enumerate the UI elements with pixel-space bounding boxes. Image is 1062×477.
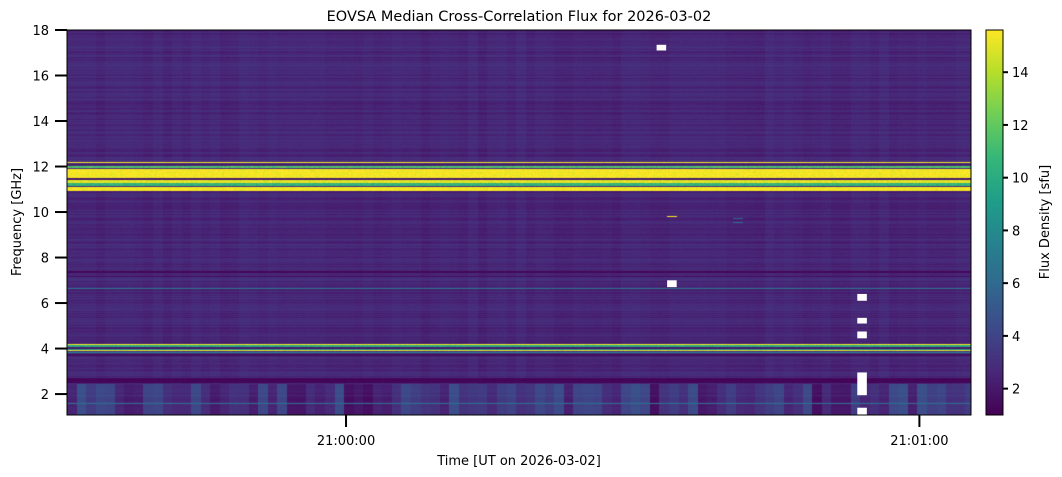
colorbar-tick-label: 6 bbox=[1012, 277, 1020, 292]
colorbar-tick-label: 12 bbox=[1012, 119, 1029, 134]
y-tick-label: 8 bbox=[41, 252, 49, 267]
y-tick-label: 10 bbox=[32, 206, 49, 221]
colorbar-tick-label: 14 bbox=[1012, 66, 1029, 81]
colorbar-ticks: 2 4 6 8 10 12 14 bbox=[1003, 66, 1029, 398]
x-axis-label: Time [UT on 2026-03-02] bbox=[436, 454, 601, 469]
masked-cell bbox=[857, 293, 867, 301]
y-axis-label: Frequency [GHz] bbox=[10, 168, 25, 276]
colorbar-frame bbox=[985, 29, 1004, 416]
y-tick-label: 6 bbox=[41, 297, 49, 312]
masked-cell bbox=[667, 280, 677, 288]
masked-cell bbox=[857, 317, 867, 324]
colorbar-label: Flux Density [sfu] bbox=[1038, 165, 1053, 279]
y-tick-label: 2 bbox=[41, 388, 49, 403]
chart-title: EOVSA Median Cross-Correlation Flux for … bbox=[327, 9, 712, 25]
masked-cell bbox=[857, 331, 867, 339]
masked-cell bbox=[656, 44, 667, 51]
x-tick-label: 21:01:00 bbox=[890, 434, 948, 449]
x-axis-ticks: 21:00:00 21:01:00 bbox=[317, 415, 949, 449]
masked-cell bbox=[857, 407, 867, 415]
masked-cells bbox=[656, 44, 867, 415]
y-tick-label: 14 bbox=[32, 115, 49, 130]
colorbar-tick-label: 2 bbox=[1012, 383, 1020, 398]
y-tick-label: 18 bbox=[32, 24, 49, 39]
colorbar-tick-label: 4 bbox=[1012, 330, 1020, 345]
colorbar-gradient bbox=[986, 30, 1003, 415]
plot-frame bbox=[66, 29, 972, 416]
masked-cell bbox=[857, 372, 867, 396]
spectrogram-heatmap bbox=[67, 30, 971, 415]
y-axis-ticks: 2 4 6 8 10 12 14 16 18 bbox=[32, 24, 67, 403]
y-tick-label: 12 bbox=[32, 161, 49, 176]
colorbar-tick-label: 10 bbox=[1012, 172, 1029, 187]
x-tick-label: 21:00:00 bbox=[317, 434, 375, 449]
y-tick-label: 4 bbox=[41, 343, 49, 358]
y-tick-label: 16 bbox=[32, 70, 49, 85]
colorbar-tick-label: 8 bbox=[1012, 224, 1020, 239]
